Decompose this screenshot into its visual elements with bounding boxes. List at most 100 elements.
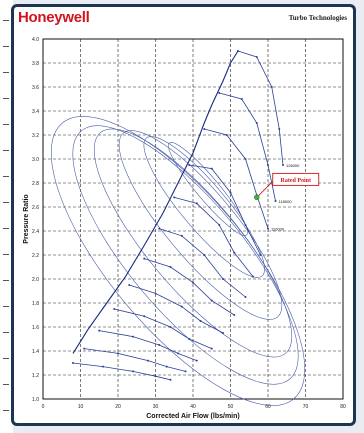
- speed-line-point: [180, 234, 183, 237]
- speed-line-point: [180, 305, 183, 308]
- x-tick-label: 40: [190, 404, 196, 410]
- speed-line-point: [270, 86, 273, 88]
- speed-line-point: [165, 365, 168, 368]
- speed-line-point: [173, 196, 176, 199]
- speed-line: [189, 164, 261, 256]
- chart-frame: Honeywell Turbo Technologies 0 10 20 30 40 50…: [11, 4, 356, 426]
- speed-line-point: [278, 128, 281, 130]
- y-tick-label: 2.6: [32, 205, 39, 211]
- y-tick-label: 1.8: [32, 301, 39, 307]
- x-tick-label: 50: [228, 404, 234, 410]
- speed-line-point: [143, 257, 146, 260]
- speed-line-point: [102, 365, 104, 368]
- speed-line-point: [177, 352, 179, 355]
- speed-line-point: [210, 167, 213, 170]
- speed-line-point: [169, 266, 172, 268]
- speed-line-point: [225, 134, 228, 136]
- y-tick-label: 4.0: [32, 37, 39, 43]
- speed-line: [174, 197, 254, 277]
- speed-line-point: [244, 158, 247, 160]
- y-tick-label: 1.0: [32, 397, 39, 403]
- speed-line-point: [128, 284, 131, 286]
- speed-line-point: [192, 281, 194, 284]
- y-tick-label: 1.6: [32, 325, 39, 331]
- speed-line-point: [132, 370, 134, 373]
- y-tick-label: 3.6: [32, 85, 39, 91]
- speed-line: [144, 258, 235, 316]
- compressor-map-chart: 0 10 20 30 40 50 60 70 80 1.0 1.2 1.4 1.6 1.8 2.0 2.2 2.…: [23, 37, 346, 420]
- rated-point-leader: [256, 181, 274, 198]
- efficiency-island: [93, 128, 293, 358]
- brand-logo: Honeywell: [18, 9, 90, 26]
- surge-line: [72, 50, 239, 354]
- speed-line-point: [113, 308, 116, 310]
- speed-line-point: [147, 359, 149, 362]
- speed-line-point: [210, 299, 213, 302]
- y-tick-label: 3.2: [32, 133, 39, 139]
- speed-line-point: [169, 378, 172, 381]
- x-tick-label: 60: [265, 404, 271, 410]
- speed-line-point: [132, 335, 134, 338]
- speed-line-point: [222, 278, 224, 280]
- speed-line-point: [154, 375, 157, 378]
- x-tick-label: 30: [153, 404, 159, 410]
- speed-line-point: [267, 164, 269, 166]
- efficiency-island: [72, 125, 299, 385]
- x-axis-label: Corrected Air Flow (lbs/min): [146, 413, 239, 420]
- speed-line-label: 118000: [279, 199, 293, 204]
- speed-line-point: [222, 332, 224, 334]
- speed-line-point: [282, 164, 284, 166]
- speed-line-point: [203, 128, 206, 130]
- y-tick-label: 2.8: [32, 181, 39, 187]
- x-tick-label: 20: [115, 404, 121, 410]
- speed-line-point: [259, 254, 262, 256]
- plot-border: [42, 38, 344, 400]
- left-edge-strip: [0, 0, 13, 433]
- efficiency-island: [143, 136, 265, 278]
- speed-line-point: [98, 329, 101, 332]
- speed-line-label: 110000: [271, 227, 285, 232]
- speed-line: [114, 308, 212, 349]
- speed-line-point: [188, 164, 191, 166]
- speed-line-point: [267, 227, 269, 230]
- speed-line-point: [233, 251, 236, 254]
- speed-line-point: [240, 98, 243, 100]
- speed-line-point: [169, 326, 172, 328]
- x-tick-label: 80: [340, 404, 346, 410]
- speed-line-point: [218, 224, 221, 226]
- y-tick-label: 2.2: [32, 253, 39, 259]
- y-tick-label: 2.4: [32, 229, 39, 235]
- speed-line-point: [274, 200, 277, 202]
- speed-line-point: [244, 296, 247, 298]
- rated-point-marker: [254, 194, 260, 201]
- efficiency-island: [168, 142, 248, 236]
- y-tick-label: 3.4: [32, 109, 39, 115]
- y-tick-label: 1.4: [32, 349, 39, 355]
- efficiency-island: [50, 116, 306, 406]
- speed-line: [72, 362, 171, 381]
- speed-line-point: [218, 92, 221, 94]
- speed-line-label: 126000: [286, 163, 300, 168]
- speed-line-point: [143, 315, 146, 318]
- speed-line-point: [229, 191, 232, 194]
- speed-line-point: [252, 275, 254, 278]
- speed-line-point: [117, 352, 119, 355]
- y-axis-label: Pressure Ratio: [23, 194, 30, 243]
- speed-line: [99, 330, 197, 361]
- speed-line-point: [199, 320, 202, 322]
- speed-line-point: [255, 56, 258, 58]
- y-tick-label: 2.0: [32, 277, 39, 283]
- speed-line-point: [255, 122, 258, 124]
- y-tick-label: 1.2: [32, 373, 39, 379]
- speed-line-point: [83, 347, 86, 350]
- speed-line-point: [195, 202, 198, 205]
- speed-line-point: [210, 347, 213, 350]
- rated-point-label: Rated Point: [281, 178, 312, 184]
- speed-line-point: [203, 254, 206, 256]
- speed-line-point: [158, 227, 161, 230]
- speed-line-point: [195, 359, 198, 362]
- x-tick-label: 0: [42, 404, 45, 410]
- speed-line-point: [233, 314, 236, 316]
- speed-line-point: [72, 362, 74, 364]
- speed-line-point: [158, 344, 161, 346]
